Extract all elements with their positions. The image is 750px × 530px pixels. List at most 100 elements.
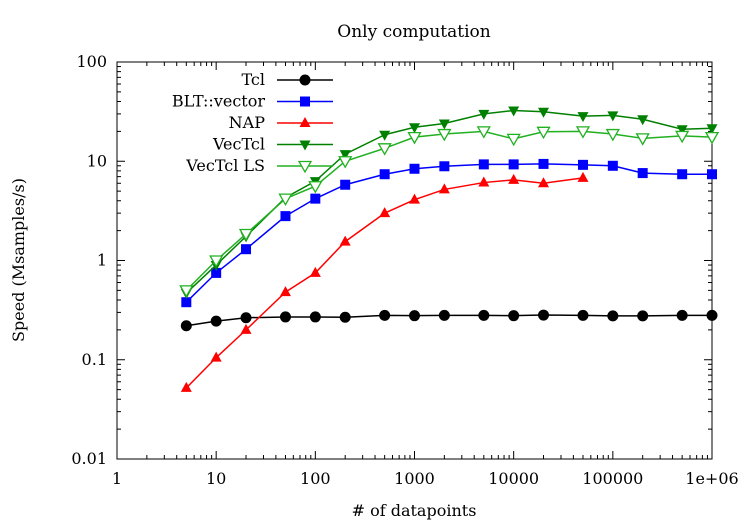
data-point xyxy=(180,381,192,392)
legend-label: BLT::vector xyxy=(172,92,265,111)
data-point xyxy=(478,176,490,187)
data-point xyxy=(538,107,550,118)
data-point xyxy=(575,126,591,139)
data-point xyxy=(280,211,291,222)
x-tick-label: 100000 xyxy=(582,469,643,488)
data-point xyxy=(605,128,620,142)
y-tick-label: 0.01 xyxy=(71,449,107,468)
data-point xyxy=(339,150,351,161)
data-point xyxy=(439,161,450,172)
plot-frame xyxy=(116,61,713,460)
series-nap xyxy=(180,171,589,392)
y-axis-ticks: 0.01 0.1 1 10 100 xyxy=(71,52,712,468)
data-point xyxy=(478,159,489,170)
x-axis-ticks: 1 10 100 1000 10000 100000 1e+06 xyxy=(112,62,739,488)
data-point xyxy=(379,207,391,218)
data-point xyxy=(438,119,450,130)
series-vectcl-ls xyxy=(179,126,720,298)
chart-title: Only computation xyxy=(337,22,491,42)
legend-item: VecTcl LS xyxy=(185,156,333,175)
legend-label: NAP xyxy=(229,113,266,132)
data-point xyxy=(297,160,313,174)
data-point xyxy=(379,130,391,141)
y-tick-label: 0.1 xyxy=(82,350,107,369)
data-point xyxy=(508,310,520,322)
data-point xyxy=(299,74,311,86)
x-tick-label: 1000 xyxy=(394,469,435,488)
legend-item: NAP xyxy=(229,113,333,132)
y-tick-label: 100 xyxy=(76,52,107,71)
x-tick-label: 100 xyxy=(300,469,331,488)
data-point xyxy=(278,193,293,206)
data-point xyxy=(577,112,589,123)
data-point xyxy=(240,312,252,324)
plot-border xyxy=(116,61,713,460)
data-point xyxy=(409,123,420,134)
data-point xyxy=(180,320,192,332)
data-point xyxy=(676,125,688,136)
y-tick-label: 10 xyxy=(87,151,107,170)
data-point xyxy=(340,179,351,190)
legend-item: BLT::vector xyxy=(172,92,333,111)
legend-label: Tcl xyxy=(241,70,265,89)
data-point xyxy=(607,111,619,122)
data-point xyxy=(379,169,390,180)
data-point xyxy=(241,244,252,255)
data-point xyxy=(279,286,291,297)
data-point xyxy=(478,109,490,120)
data-point xyxy=(438,309,450,321)
data-point xyxy=(577,159,588,170)
data-point xyxy=(438,183,450,194)
legend-item: VecTcl xyxy=(212,135,333,154)
data-point xyxy=(607,310,619,322)
data-point xyxy=(536,126,551,140)
data-point xyxy=(538,158,549,169)
data-point xyxy=(409,193,420,204)
data-point xyxy=(279,311,291,323)
data-point xyxy=(338,156,353,169)
y-axis-label: Speed (Msamples/s) xyxy=(9,178,28,342)
data-point xyxy=(409,310,420,322)
x-tick-label: 1e+06 xyxy=(685,469,738,488)
data-point xyxy=(677,169,688,180)
legend-label: VecTcl LS xyxy=(185,156,265,175)
data-point xyxy=(637,310,649,322)
data-point xyxy=(478,309,490,321)
data-point xyxy=(637,168,648,179)
data-point xyxy=(538,177,550,188)
data-point xyxy=(476,126,491,139)
data-point xyxy=(409,163,420,174)
legend-label: VecTcl xyxy=(212,135,265,154)
data-point xyxy=(704,131,720,145)
data-point xyxy=(299,140,311,151)
data-point xyxy=(377,143,392,156)
data-point xyxy=(300,96,310,107)
data-point xyxy=(508,159,519,170)
data-point xyxy=(508,106,520,117)
data-point xyxy=(706,124,718,135)
data-point xyxy=(299,117,311,127)
data-point xyxy=(675,130,690,144)
data-point xyxy=(210,315,222,327)
x-axis-label: # of datapoints xyxy=(352,501,477,520)
data-point xyxy=(706,309,718,321)
data-point xyxy=(179,285,194,298)
y-tick-label: 1 xyxy=(97,251,107,270)
data-point xyxy=(309,266,321,277)
data-point xyxy=(437,128,452,142)
data-point xyxy=(310,193,321,204)
data-point xyxy=(339,235,351,246)
legend-item: Tcl xyxy=(241,70,333,89)
data-point xyxy=(309,311,321,323)
data-point xyxy=(607,160,618,171)
series-blt-vector xyxy=(181,158,717,308)
series-line xyxy=(185,109,713,294)
data-point xyxy=(635,133,650,146)
data-point xyxy=(181,297,192,308)
x-tick-label: 10000 xyxy=(488,469,539,488)
data-point xyxy=(676,309,688,321)
data-point xyxy=(508,173,520,184)
x-tick-label: 1 xyxy=(112,469,122,488)
